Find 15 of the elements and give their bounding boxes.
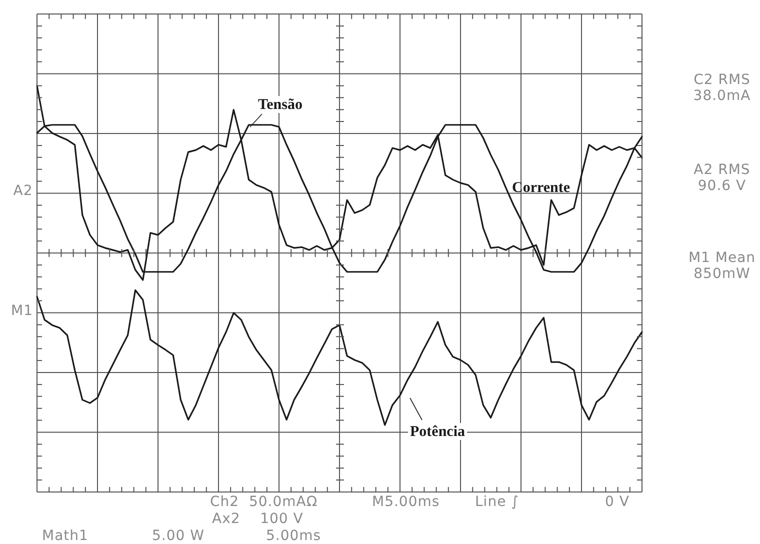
text: M1 Mean 850mW xyxy=(687,250,757,282)
text: A2 xyxy=(12,183,34,199)
text: M1 xyxy=(10,303,34,319)
text: A2 RMS 90.6 V xyxy=(692,162,752,194)
text: Ax2 100 V xyxy=(212,511,304,527)
text: Line ∫ xyxy=(475,494,519,510)
series-label: Potência xyxy=(410,424,466,440)
text: 5.00ms xyxy=(266,528,322,544)
series-label: Tensão xyxy=(258,97,302,113)
text: Ch2 50.0mAΩ xyxy=(210,494,318,510)
text: 0 V xyxy=(605,494,630,510)
text: M5.00ms xyxy=(372,494,440,510)
text: C2 RMS 38.0mA xyxy=(692,72,752,104)
text: 5.00 W xyxy=(152,528,204,544)
text: Math1 xyxy=(42,528,88,544)
